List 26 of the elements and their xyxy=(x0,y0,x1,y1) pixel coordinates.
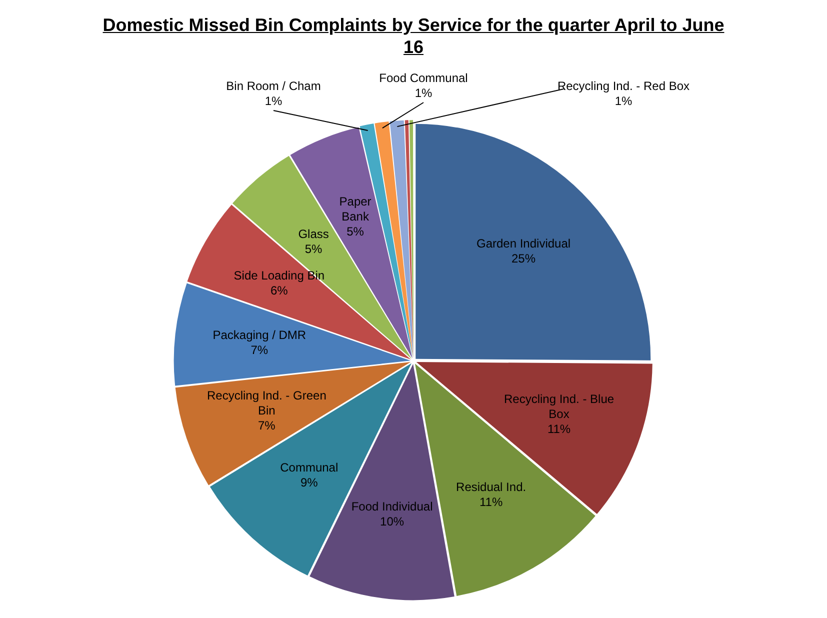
slice-label: Food Communal xyxy=(379,70,468,85)
slice-label: Recycling Ind. - Green Bin xyxy=(206,388,326,418)
chart-title: Domestic Missed Bin Complaints by Service for the quarter April to June 16 xyxy=(102,14,726,58)
data-label: 1% xyxy=(614,94,632,108)
data-label: 6% xyxy=(270,283,288,298)
data-label: 11% xyxy=(479,495,503,510)
data-label: 1% xyxy=(264,94,282,108)
slice-label: Paper Bank xyxy=(339,194,372,224)
data-label: 9% xyxy=(300,476,318,490)
slice-label: Recycling Ind. - Red Box xyxy=(557,78,690,93)
data-label: 25% xyxy=(512,251,536,266)
data-label: 10% xyxy=(380,514,404,528)
data-label: 5% xyxy=(304,242,323,256)
data-label: 7% xyxy=(258,418,276,432)
slice-label: Garden Individual xyxy=(476,236,571,250)
data-label: 7% xyxy=(250,343,268,358)
data-label: 5% xyxy=(346,224,364,239)
slice-label: Glass xyxy=(298,227,329,242)
slice-label: Bin Room / Cham xyxy=(226,78,321,93)
slice-label: Residual Ind. xyxy=(456,480,526,494)
data-label: 11% xyxy=(547,422,571,436)
slice-label: Recycling Ind. - Blue Box xyxy=(504,392,614,421)
slice-label: Food Individual xyxy=(351,499,433,514)
slice-label: Communal xyxy=(280,460,338,475)
data-label: 1% xyxy=(414,86,432,100)
slice-label: Packaging / DMR xyxy=(212,328,306,342)
